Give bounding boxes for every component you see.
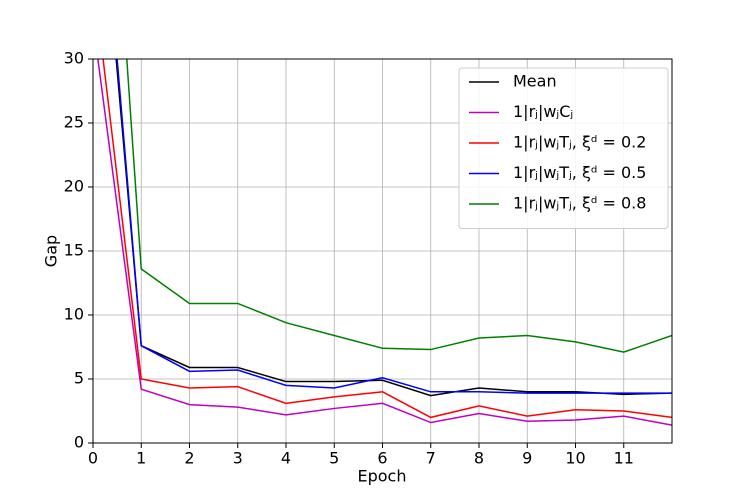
x-axis-label: Epoch <box>358 467 407 486</box>
x-tick-label: 8 <box>474 449 484 468</box>
legend-label: Mean <box>513 72 557 91</box>
x-tick-label: 3 <box>233 449 243 468</box>
legend-box <box>458 67 669 229</box>
legend-label: 1|rⱼ|wⱼTⱼ, ξᵈ = 0.2 <box>513 133 646 152</box>
plot-lines <box>97 59 672 426</box>
x-tick-label: 11 <box>614 449 634 468</box>
plot-frame <box>92 58 673 444</box>
y-tick-label: 10 <box>64 305 84 324</box>
y-tick-label: 5 <box>74 369 84 388</box>
x-tick-label: 5 <box>329 449 339 468</box>
x-tick-label: 2 <box>184 449 194 468</box>
y-tick-label: 0 <box>74 433 84 452</box>
x-tick-label: 0 <box>88 449 98 468</box>
y-tick-label: 20 <box>64 177 84 196</box>
y-axis-label: Gap <box>42 235 61 267</box>
series-line <box>97 59 672 426</box>
x-tick-label: 7 <box>426 449 436 468</box>
legend-label: 1|rⱼ|wⱼTⱼ, ξᵈ = 0.8 <box>513 194 646 213</box>
y-tick-label: 25 <box>64 113 84 132</box>
legend-label: 1|rⱼ|wⱼCⱼ <box>513 102 573 121</box>
y-tick-label: 15 <box>64 241 84 260</box>
x-tick-label: 1 <box>136 449 146 468</box>
x-tick-label: 9 <box>522 449 532 468</box>
legend-label: 1|rⱼ|wⱼTⱼ, ξᵈ = 0.5 <box>513 163 646 182</box>
series-line <box>115 59 672 397</box>
series-line <box>116 59 672 394</box>
x-tick-label: 4 <box>281 449 291 468</box>
y-tick-label: 30 <box>64 49 84 68</box>
x-tick-label: 6 <box>377 449 387 468</box>
x-tick-label: 10 <box>565 449 585 468</box>
series-line <box>126 59 672 353</box>
series-line <box>102 59 672 419</box>
